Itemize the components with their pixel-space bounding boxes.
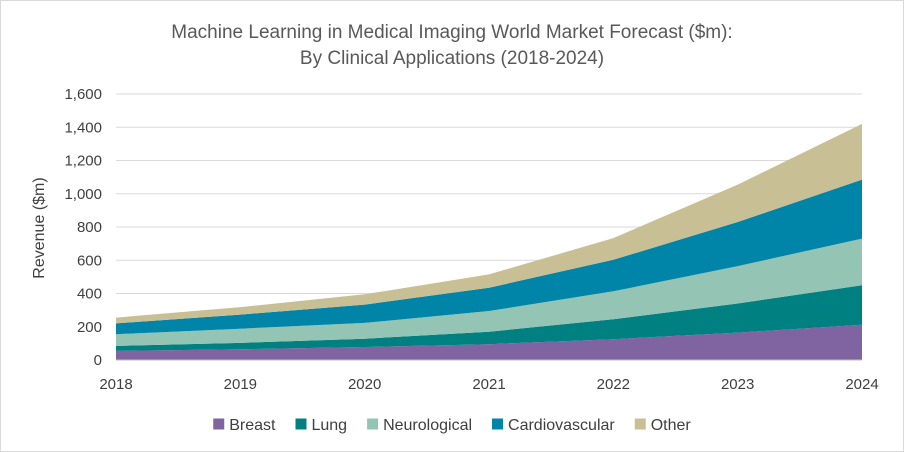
legend-swatch (295, 418, 307, 430)
legend-label: Other (651, 417, 692, 434)
legend-label: Breast (229, 417, 276, 434)
area-cardiovascular (116, 179, 862, 335)
axes: 0 200 400 600 800 1,000 1,200 1,400 1,600 2018 201… (64, 86, 878, 393)
x-tick-label: 2018 (99, 376, 132, 393)
y-tick-label: 800 (77, 219, 102, 236)
area-lung (116, 285, 862, 351)
y-tick-label: 0 (94, 352, 102, 369)
x-tick-label: 2021 (472, 376, 505, 393)
legend-item-cardiovascular: Cardiovascular (492, 417, 615, 434)
x-tick-label: 2022 (597, 376, 630, 393)
chart-title-line-1: Machine Learning in Medical Imaging Worl… (171, 22, 732, 43)
legend-item-neurological: Neurological (367, 417, 472, 434)
x-tick-label: 2024 (845, 376, 878, 393)
y-axis-title: Revenue ($m) (31, 177, 48, 278)
legend-swatch (367, 418, 379, 430)
legend-swatch (634, 418, 646, 430)
x-tick-label: 2023 (721, 376, 754, 393)
legend-item-lung: Lung (295, 417, 347, 434)
y-tick-label: 200 (77, 319, 102, 336)
chart-title-line-2: By Clinical Applications (2018-2024) (300, 48, 604, 69)
legend: Breast Lung Neurological Cardiovascular Othe… (213, 417, 691, 434)
area-breast (116, 324, 862, 360)
legend-label: Lung (311, 417, 347, 434)
area-neurological (116, 238, 862, 346)
y-tick-label: 400 (77, 286, 102, 303)
legend-label: Cardiovascular (508, 417, 615, 434)
legend-swatch (213, 418, 225, 430)
area-other (116, 123, 862, 324)
legend-swatch (492, 418, 504, 430)
y-tick-label: 1,000 (64, 186, 102, 203)
legend-label: Neurological (383, 417, 472, 434)
y-tick-label: 1,400 (64, 119, 102, 136)
x-tick-label: 2019 (224, 376, 257, 393)
y-tick-label: 600 (77, 252, 102, 269)
legend-item-breast: Breast (213, 417, 276, 434)
y-tick-label: 1,600 (64, 86, 102, 103)
legend-item-other: Other (634, 417, 692, 434)
x-tick-label: 2020 (348, 376, 381, 393)
area-series (116, 123, 862, 360)
y-tick-label: 1,200 (64, 153, 102, 170)
